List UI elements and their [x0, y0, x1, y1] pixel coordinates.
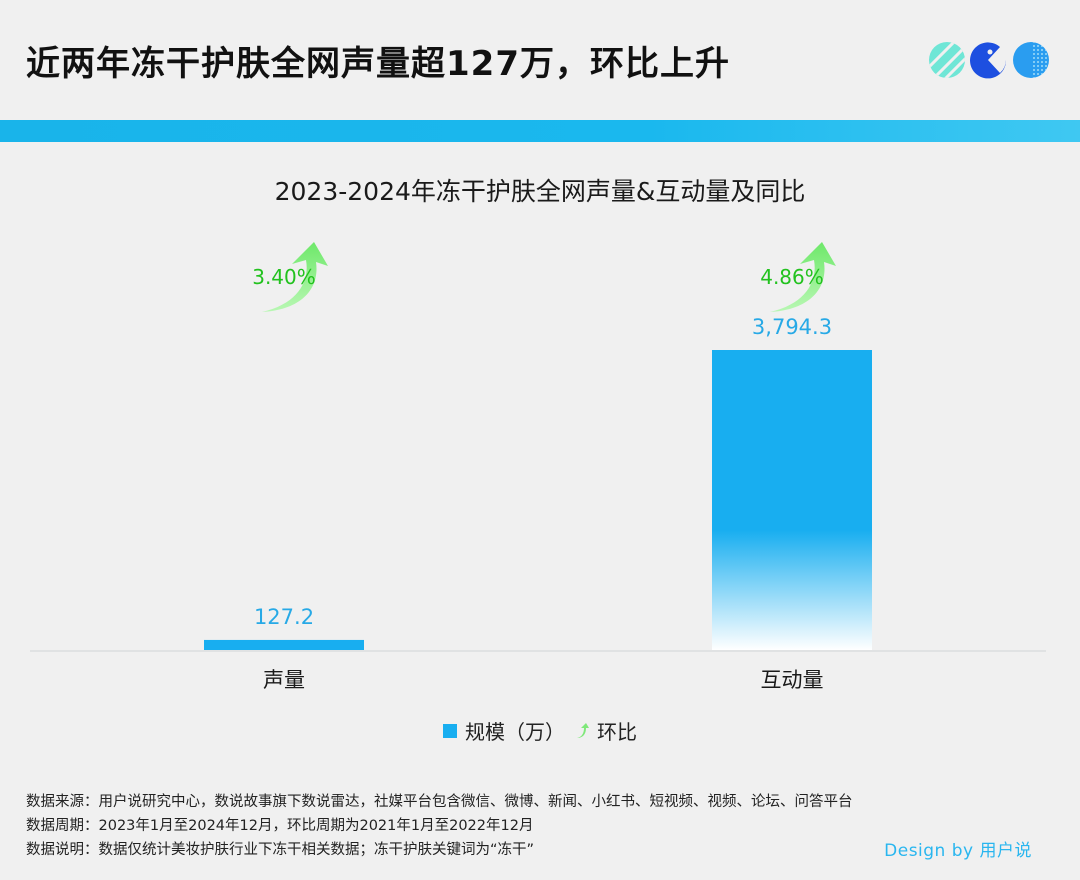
page-title: 近两年冻干护肤全网声量超127万，环比上升: [26, 44, 730, 84]
growth-arrow-icon-0: [262, 242, 328, 312]
brand-logo-icon: [929, 42, 1049, 79]
footer-note-label: 数据说明：: [26, 842, 99, 858]
footer-source: 数据来源： 用户说研究中心，数说故事旗下数说雷达，社媒平台包含微信、微博、新闻、…: [26, 790, 853, 814]
bar-0: [204, 639, 364, 650]
footer-source-value: 用户说研究中心，数说故事旗下数说雷达，社媒平台包含微信、微博、新闻、小红书、短视…: [98, 794, 853, 810]
legend-label-scale: 规模（万）: [465, 720, 565, 744]
bar-value-label-0: 127.2: [254, 605, 314, 629]
bar-value-label-1: 3,794.3: [752, 315, 832, 339]
legend-label-growth: 环比: [597, 720, 637, 744]
bar-1: [712, 350, 872, 650]
category-label-1: 互动量: [761, 668, 824, 692]
footer-period-value: 2023年1月至2024年12月，环比周期为2021年1月至2022年12月: [98, 818, 534, 834]
chart-legend: 规模（万） 环比: [0, 716, 1080, 745]
legend-swatch-bar: [443, 723, 457, 738]
category-label-0: 声量: [263, 668, 305, 692]
footer-period-label: 数据周期：: [26, 818, 99, 834]
footer-note-value: 数据仅统计美妆护肤行业下冻干相关数据；冻干护肤关键词为“冻干”: [98, 842, 535, 858]
growth-rate-label-0: 3.40%: [252, 265, 316, 289]
footer-notes: 数据来源： 用户说研究中心，数说故事旗下数说雷达，社媒平台包含微信、微博、新闻、…: [26, 790, 853, 862]
footer-source-label: 数据来源：: [26, 794, 99, 810]
growth-arrow-icon-1: [770, 242, 836, 312]
growth-rate-label-1: 4.86%: [760, 265, 824, 289]
legend-item-scale: 规模（万）: [443, 716, 565, 745]
design-credit: Design by 用户说: [884, 841, 1032, 861]
footer-period: 数据周期： 2023年1月至2024年12月，环比周期为2021年1月至2022…: [26, 814, 853, 838]
footer-note: 数据说明： 数据仅统计美妆护肤行业下冻干相关数据；冻干护肤关键词为“冻干”: [26, 838, 853, 862]
chart-title: 2023-2024年冻干护肤全网声量&互动量及同比: [274, 177, 806, 206]
legend-item-growth: 环比: [575, 716, 637, 745]
growth-arrow-icon: [577, 722, 589, 738]
header-band: [0, 120, 1080, 142]
